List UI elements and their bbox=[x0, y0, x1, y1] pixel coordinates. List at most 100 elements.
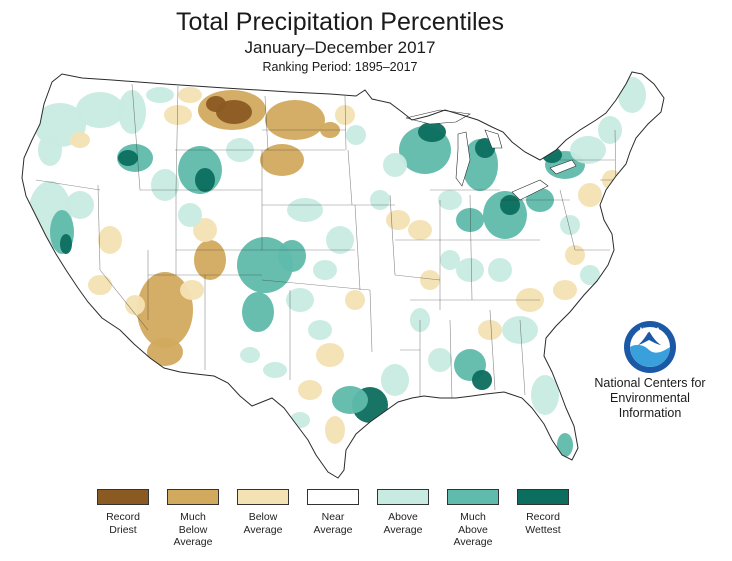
legend-label-line: Below bbox=[248, 511, 278, 523]
precip-region bbox=[557, 433, 573, 457]
precip-region bbox=[118, 150, 138, 166]
noaa-logo-wave bbox=[630, 344, 670, 367]
legend-swatch bbox=[377, 489, 429, 505]
us-outline bbox=[21, 71, 665, 479]
state-boundary bbox=[489, 309, 496, 391]
legend-item-near: Near Average bbox=[298, 489, 368, 536]
precip-region bbox=[178, 203, 202, 227]
precip-region bbox=[428, 402, 452, 418]
precip-region bbox=[383, 153, 407, 177]
legend-item-much-above: Much Above Average bbox=[438, 489, 508, 549]
precip-region bbox=[420, 270, 440, 290]
precip-region bbox=[137, 272, 193, 348]
precip-region bbox=[408, 220, 432, 240]
precip-region bbox=[542, 147, 562, 163]
legend-label: Record Wettest bbox=[508, 511, 578, 536]
legend-item-record-driest: Record Driest bbox=[88, 489, 158, 536]
precip-region bbox=[287, 198, 323, 222]
precip-region bbox=[325, 416, 345, 444]
legend-label-line: Record bbox=[526, 511, 560, 523]
precip-region bbox=[472, 370, 492, 390]
state-boundary bbox=[354, 204, 361, 291]
legend-label-line: Below bbox=[178, 523, 208, 536]
map-subtitle: January–December 2017 bbox=[244, 38, 436, 57]
noaa-logo-bird bbox=[638, 331, 661, 345]
legend-item-below: Below Average bbox=[228, 489, 298, 536]
state-boundary bbox=[449, 319, 453, 401]
legend-label-line: Above bbox=[458, 523, 488, 536]
great-lake bbox=[455, 131, 471, 187]
precip-region bbox=[580, 265, 600, 285]
precip-region bbox=[308, 320, 332, 340]
great-lake bbox=[484, 129, 503, 149]
legend-item-record-wettest: Record Wettest bbox=[508, 489, 578, 536]
legend-swatch bbox=[97, 489, 149, 505]
precip-region bbox=[76, 92, 124, 128]
precip-region bbox=[531, 375, 559, 415]
state-boundary bbox=[97, 184, 101, 271]
state-boundary bbox=[369, 289, 373, 353]
precip-region bbox=[502, 316, 538, 344]
precip-region bbox=[560, 215, 580, 235]
great-lake bbox=[549, 159, 577, 175]
legend-label: Record Driest bbox=[88, 511, 158, 536]
precip-region bbox=[346, 125, 366, 145]
state-boundary bbox=[99, 269, 149, 331]
state-boundary bbox=[347, 149, 353, 206]
noaa-logo: NOAA bbox=[624, 321, 676, 373]
legend-label: Much Above Average bbox=[438, 511, 508, 549]
precip-region bbox=[335, 105, 355, 125]
state-boundary bbox=[264, 95, 269, 151]
precip-region bbox=[146, 87, 174, 103]
precip-region bbox=[70, 132, 90, 148]
state-boundary bbox=[469, 194, 473, 301]
precip-region bbox=[500, 195, 520, 215]
precip-region bbox=[278, 240, 306, 272]
legend-swatch bbox=[517, 489, 569, 505]
precip-region bbox=[370, 190, 390, 210]
precip-region bbox=[578, 183, 602, 207]
precip-region bbox=[240, 347, 260, 363]
precip-region bbox=[180, 280, 204, 300]
precip-region bbox=[332, 386, 368, 414]
state-boundary bbox=[519, 319, 526, 396]
precip-region bbox=[440, 250, 460, 270]
state-boundary bbox=[559, 189, 576, 251]
precip-region bbox=[456, 208, 484, 232]
precip-region bbox=[456, 258, 484, 282]
precip-region bbox=[194, 240, 226, 280]
precip-region bbox=[428, 348, 452, 372]
legend-label-line: Average bbox=[173, 536, 213, 548]
legend-label-line: Wettest bbox=[525, 523, 561, 536]
legend-swatch bbox=[237, 489, 289, 505]
precip-region bbox=[206, 96, 226, 112]
legend-label: Above Average bbox=[368, 511, 438, 536]
precip-region bbox=[565, 245, 585, 265]
legend-label: Much Below Average bbox=[158, 511, 228, 549]
legend-swatch bbox=[167, 489, 219, 505]
state-boundary bbox=[131, 83, 141, 191]
precip-region bbox=[488, 258, 512, 282]
precip-region bbox=[478, 320, 502, 340]
legend-swatch bbox=[447, 489, 499, 505]
precip-region bbox=[598, 116, 622, 144]
us-land bbox=[22, 72, 664, 478]
state-boundary bbox=[261, 279, 371, 291]
noaa-logo-text: NOAA bbox=[640, 328, 661, 335]
precip-region bbox=[618, 77, 646, 113]
precip-region bbox=[553, 280, 577, 300]
legend-label: Below Average bbox=[228, 511, 298, 536]
precip-region bbox=[60, 234, 72, 254]
legend-item-above: Above Average bbox=[368, 489, 438, 536]
precip-region bbox=[28, 246, 52, 274]
precip-region bbox=[151, 169, 179, 201]
precip-region bbox=[88, 275, 112, 295]
precip-region bbox=[193, 218, 217, 242]
precip-region bbox=[98, 226, 122, 254]
legend-swatch bbox=[307, 489, 359, 505]
precip-region bbox=[66, 191, 94, 219]
legend-label: Near Average bbox=[298, 511, 368, 536]
legend-label-line: Driest bbox=[109, 523, 137, 536]
precip-region bbox=[381, 364, 409, 396]
great-lake bbox=[405, 109, 471, 125]
